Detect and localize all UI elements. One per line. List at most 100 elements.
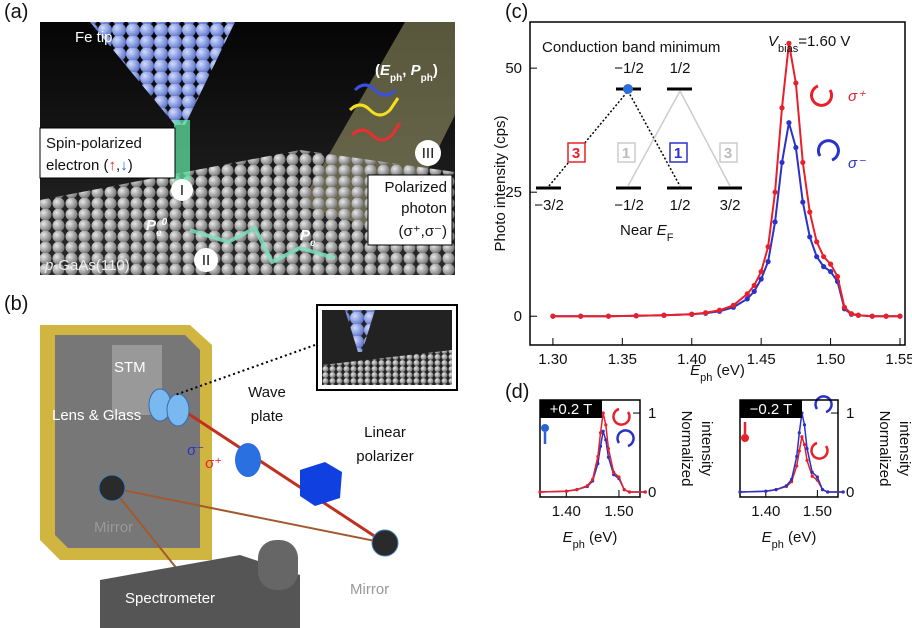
data-point <box>814 254 819 259</box>
substrate-label: p-GaAs(110) <box>44 257 130 274</box>
region-label: I <box>180 182 184 199</box>
data-point <box>606 314 611 319</box>
data-point <box>738 490 741 493</box>
spectrometer-port <box>258 540 298 590</box>
x-tick-label: 1.40 <box>751 503 780 520</box>
data-point <box>811 471 814 474</box>
bias-label-part: =1.60 V <box>798 33 850 50</box>
x-axis-label-part: (eV) <box>712 362 745 379</box>
data-point <box>578 314 583 319</box>
data-point <box>842 490 845 493</box>
data-point <box>623 488 626 491</box>
inset-title: Conduction band minimum <box>542 39 720 56</box>
weight-label: 3 <box>572 145 580 162</box>
data-point <box>805 447 808 450</box>
data-point <box>538 490 541 493</box>
data-point <box>795 455 798 458</box>
panel-b: (b) STM Lens & Glass Wave plate Linear p… <box>4 293 457 628</box>
data-point <box>803 423 806 426</box>
data-point <box>800 200 805 205</box>
y-tick-label: 1 <box>846 405 854 422</box>
legend-icon <box>816 396 832 412</box>
data-point <box>745 296 750 301</box>
panel-label: (c) <box>505 1 528 23</box>
data-point <box>586 484 589 487</box>
legend-icon <box>618 430 634 446</box>
y-tick-label: 0 <box>846 484 854 501</box>
level-label: −1/2 <box>614 197 644 214</box>
bias-label-part: bias <box>778 43 799 55</box>
y-axis-label: Photo intensity (cps) <box>492 116 509 252</box>
data-point <box>772 190 777 195</box>
data-point <box>790 478 793 481</box>
legend-label: σ⁺ <box>848 88 866 105</box>
photon-box-label: Polarized <box>384 179 447 196</box>
x-axis-label: Eph (eV) <box>762 529 817 551</box>
data-point <box>703 310 708 315</box>
data-point <box>803 443 806 446</box>
data-point <box>752 289 757 294</box>
x-axis-label: Eph (eV) <box>690 362 745 384</box>
y-tick-label: 1 <box>648 405 656 422</box>
x-tick-label: 1.30 <box>538 351 567 368</box>
data-point <box>661 313 666 318</box>
x-tick-label: 1.45 <box>747 351 776 368</box>
y-axis-label: Normalized <box>678 411 695 487</box>
data-point <box>826 490 829 493</box>
x-tick-label: 1.40 <box>552 503 581 520</box>
figure: (a) Fe tip (Eph, Pph) Spin-polarized ele… <box>0 0 912 628</box>
weight-label: 1 <box>674 145 682 162</box>
mirror-label: Mirror <box>94 519 133 536</box>
data-point <box>786 120 791 125</box>
data-point <box>717 308 722 313</box>
data-point <box>617 475 620 478</box>
y-axis-label: intensity <box>698 421 715 477</box>
data-point <box>849 311 854 316</box>
optic-label: polarizer <box>356 448 414 465</box>
data-point <box>807 234 812 239</box>
spin-label: Spin-polarized <box>46 135 142 152</box>
data-point <box>644 490 647 493</box>
mirror <box>99 475 125 501</box>
spin-label: electron (↑,↓) <box>46 157 133 174</box>
level-diagram <box>536 89 742 188</box>
spin-icon <box>741 434 749 442</box>
x-axis-label: Eph (eV) <box>563 529 618 551</box>
y-axis-label: intensity <box>896 421 912 477</box>
data-point <box>870 314 875 319</box>
wave-plate <box>235 443 261 477</box>
data-point <box>811 475 814 478</box>
data-point <box>821 488 824 491</box>
optic-label: Wave <box>248 384 286 401</box>
stm-label: STM <box>114 359 146 376</box>
y-axis-label: Normalized <box>876 411 893 487</box>
spin-icon <box>541 424 549 432</box>
data-point <box>779 105 784 110</box>
legend-icon <box>812 86 832 105</box>
weight-label: 3 <box>724 145 732 162</box>
data-point <box>805 459 808 462</box>
region-label: III <box>422 145 435 162</box>
optic-label: plate <box>251 408 284 425</box>
legend-icon <box>811 443 827 459</box>
lens <box>167 394 189 426</box>
near-label: Near EF <box>620 222 674 244</box>
data-point <box>884 314 889 319</box>
x-tick-label: 1.50 <box>816 351 845 368</box>
data-point <box>821 254 826 259</box>
weight-label: 1 <box>622 145 630 162</box>
data-point <box>816 475 819 478</box>
panel-label: (d) <box>505 381 529 403</box>
plot-frame <box>530 22 905 345</box>
transition <box>680 91 730 186</box>
data-point <box>752 283 757 288</box>
polarization-label: σ⁺ <box>205 455 222 472</box>
x-axis-label-part: ph <box>573 539 585 551</box>
panel-label: (b) <box>4 293 28 315</box>
legend-icon <box>818 141 838 160</box>
data-point <box>766 259 771 264</box>
data-point <box>602 411 605 414</box>
lens-label: Lens & Glass <box>52 407 141 424</box>
data-point <box>599 431 602 434</box>
transition <box>549 91 628 186</box>
